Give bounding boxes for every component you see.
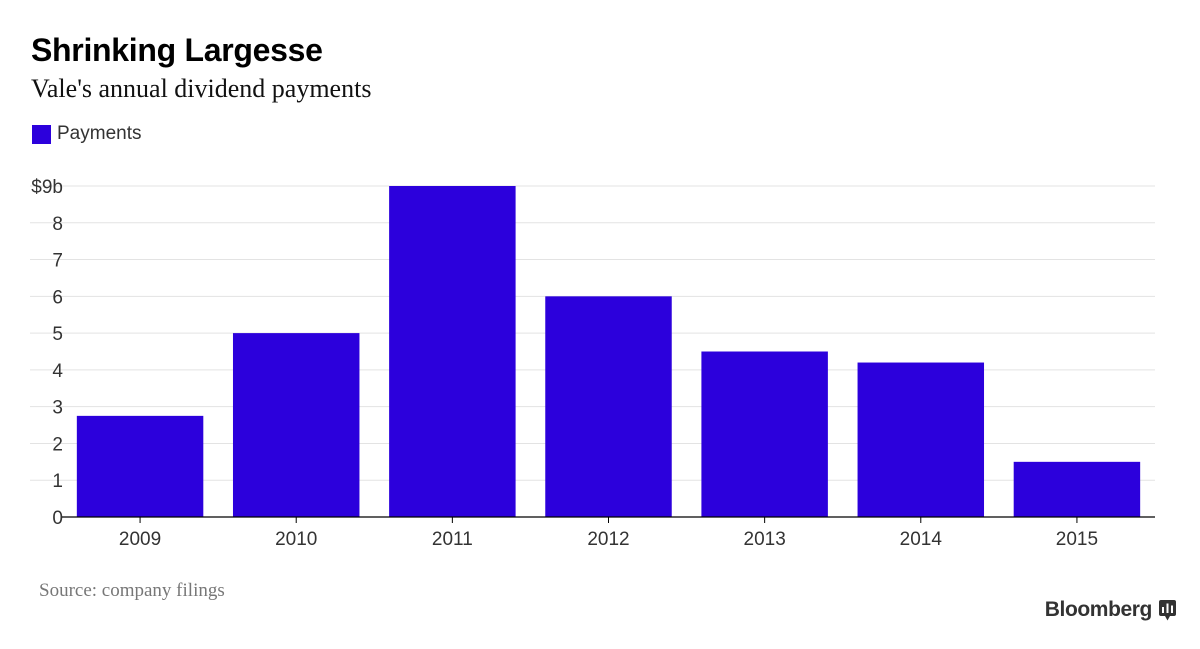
x-tick-label: 2014 bbox=[900, 529, 943, 550]
y-tick-label: 4 bbox=[52, 361, 63, 382]
chart-title: Shrinking Largesse bbox=[31, 32, 323, 68]
y-tick-label: 5 bbox=[52, 324, 63, 345]
bloomberg-chart-icon bbox=[1159, 599, 1176, 620]
y-tick-label: 0 bbox=[52, 508, 63, 529]
x-tick-label: 2009 bbox=[119, 529, 161, 550]
bar-2009 bbox=[76, 415, 204, 517]
bars bbox=[76, 186, 1141, 517]
y-tick-label: 2 bbox=[52, 434, 63, 455]
y-tick-label: 6 bbox=[52, 287, 63, 308]
brand-logo: Bloomberg bbox=[1045, 598, 1176, 622]
x-tick-label: 2015 bbox=[1056, 529, 1098, 550]
chart-subtitle: Vale's annual dividend payments bbox=[31, 74, 372, 103]
x-tick-label: 2010 bbox=[275, 529, 317, 550]
bar-2011 bbox=[389, 186, 516, 517]
y-tick-label: 7 bbox=[52, 251, 63, 272]
bar-2013 bbox=[701, 351, 828, 517]
x-tick-label: 2011 bbox=[432, 529, 473, 550]
legend: Payments bbox=[32, 123, 141, 145]
bar-2010 bbox=[232, 333, 360, 517]
y-tick-label: 1 bbox=[52, 471, 63, 492]
y-tick-label: $9b bbox=[31, 177, 63, 198]
bar-2012 bbox=[545, 296, 672, 517]
source-note: Source: company filings bbox=[39, 580, 225, 601]
legend-label: Payments bbox=[57, 123, 142, 144]
x-tick-label: 2013 bbox=[744, 529, 786, 550]
x-tick-label: 2012 bbox=[587, 529, 629, 550]
y-tick-label: 8 bbox=[52, 214, 63, 235]
y-tick-label: 3 bbox=[52, 398, 63, 419]
legend-swatch bbox=[32, 124, 51, 144]
bar-2015 bbox=[1013, 461, 1141, 517]
bar-2014 bbox=[857, 362, 985, 517]
axes: 0 1 2 3 4 5 6 7 8 $9b 2009 2010 2011 2012 2013 2014 2015 bbox=[31, 177, 1155, 550]
brand-name: Bloomberg bbox=[1044, 598, 1153, 621]
